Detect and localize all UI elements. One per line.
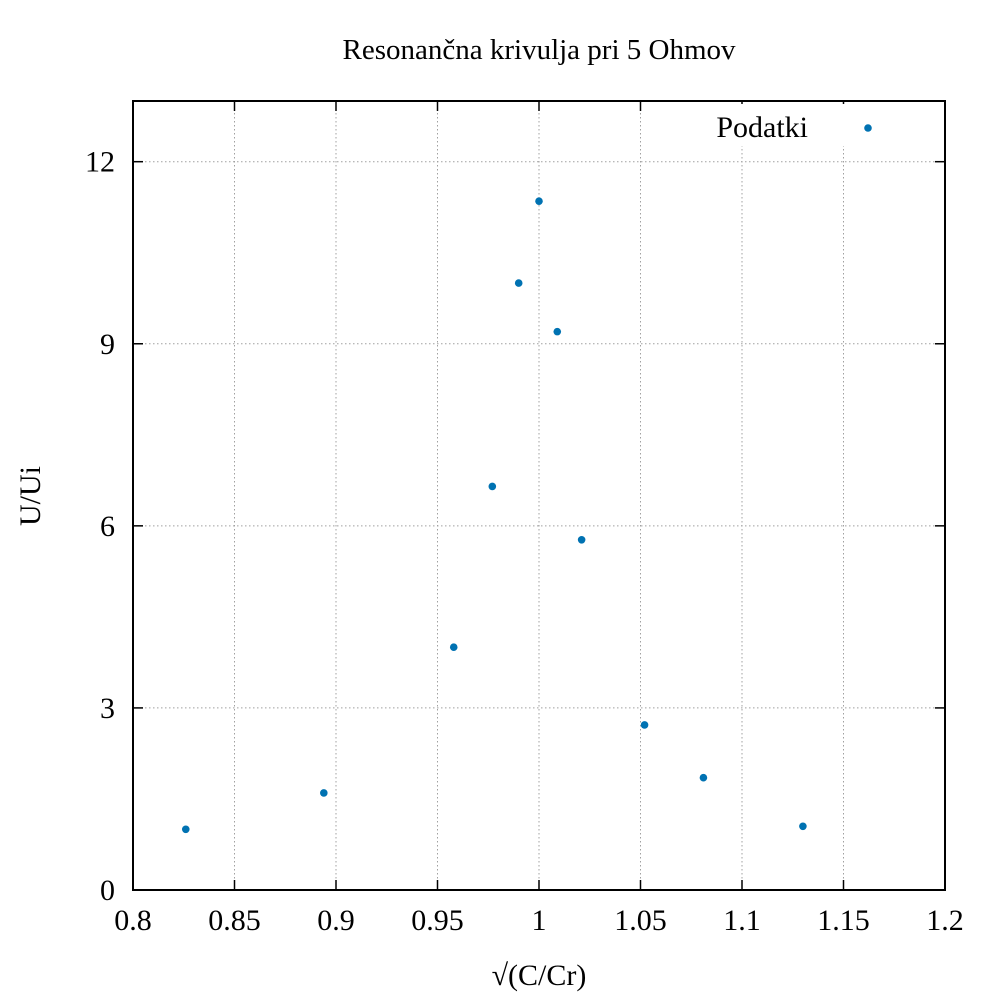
legend: Podatki xyxy=(690,104,880,146)
x-tick-label: 1 xyxy=(532,904,547,937)
legend-label-podatki: Podatki xyxy=(716,111,808,144)
data-point xyxy=(181,825,190,834)
legend-background xyxy=(690,104,880,146)
data-point xyxy=(488,482,497,491)
chart-title: Resonančna krivulja pri 5 Ohmov xyxy=(342,34,736,66)
points-layer xyxy=(181,197,807,834)
data-point xyxy=(699,773,708,782)
y-tick-label: 9 xyxy=(100,328,115,361)
tick-layer: 0.8 0.85 0.9 0.95 1 1.05 1.1 1.15 1.2 0 3 6 9 12 xyxy=(85,101,964,937)
x-tick-label: 1.1 xyxy=(723,904,761,937)
x-tick-label: 0.9 xyxy=(317,904,355,937)
plot-frame xyxy=(132,100,946,891)
y-tick-label: 6 xyxy=(100,510,115,543)
data-point xyxy=(553,327,562,336)
y-tick-label: 0 xyxy=(100,874,115,907)
x-tick-label: 0.85 xyxy=(208,904,261,937)
x-tick-label: 0.8 xyxy=(114,904,152,937)
data-point xyxy=(640,721,649,729)
data-point xyxy=(514,279,523,287)
legend-marker-podatki xyxy=(864,124,872,132)
y-tick-label: 12 xyxy=(85,146,115,179)
x-tick-label: 1.15 xyxy=(817,904,870,937)
x-axis-label: √(C/Cr) xyxy=(492,959,587,992)
grid-layer xyxy=(133,101,945,890)
y-tick-label: 3 xyxy=(100,692,115,725)
x-tick-label: 0.95 xyxy=(411,904,464,937)
x-tick-label: 1.2 xyxy=(926,904,964,937)
data-point xyxy=(799,822,807,831)
data-point xyxy=(577,536,586,544)
x-tick-label: 1.05 xyxy=(614,904,667,937)
data-point xyxy=(535,197,543,205)
data-point xyxy=(320,789,328,797)
data-point xyxy=(449,643,458,652)
y-axis-label: U/Ui xyxy=(14,466,47,526)
